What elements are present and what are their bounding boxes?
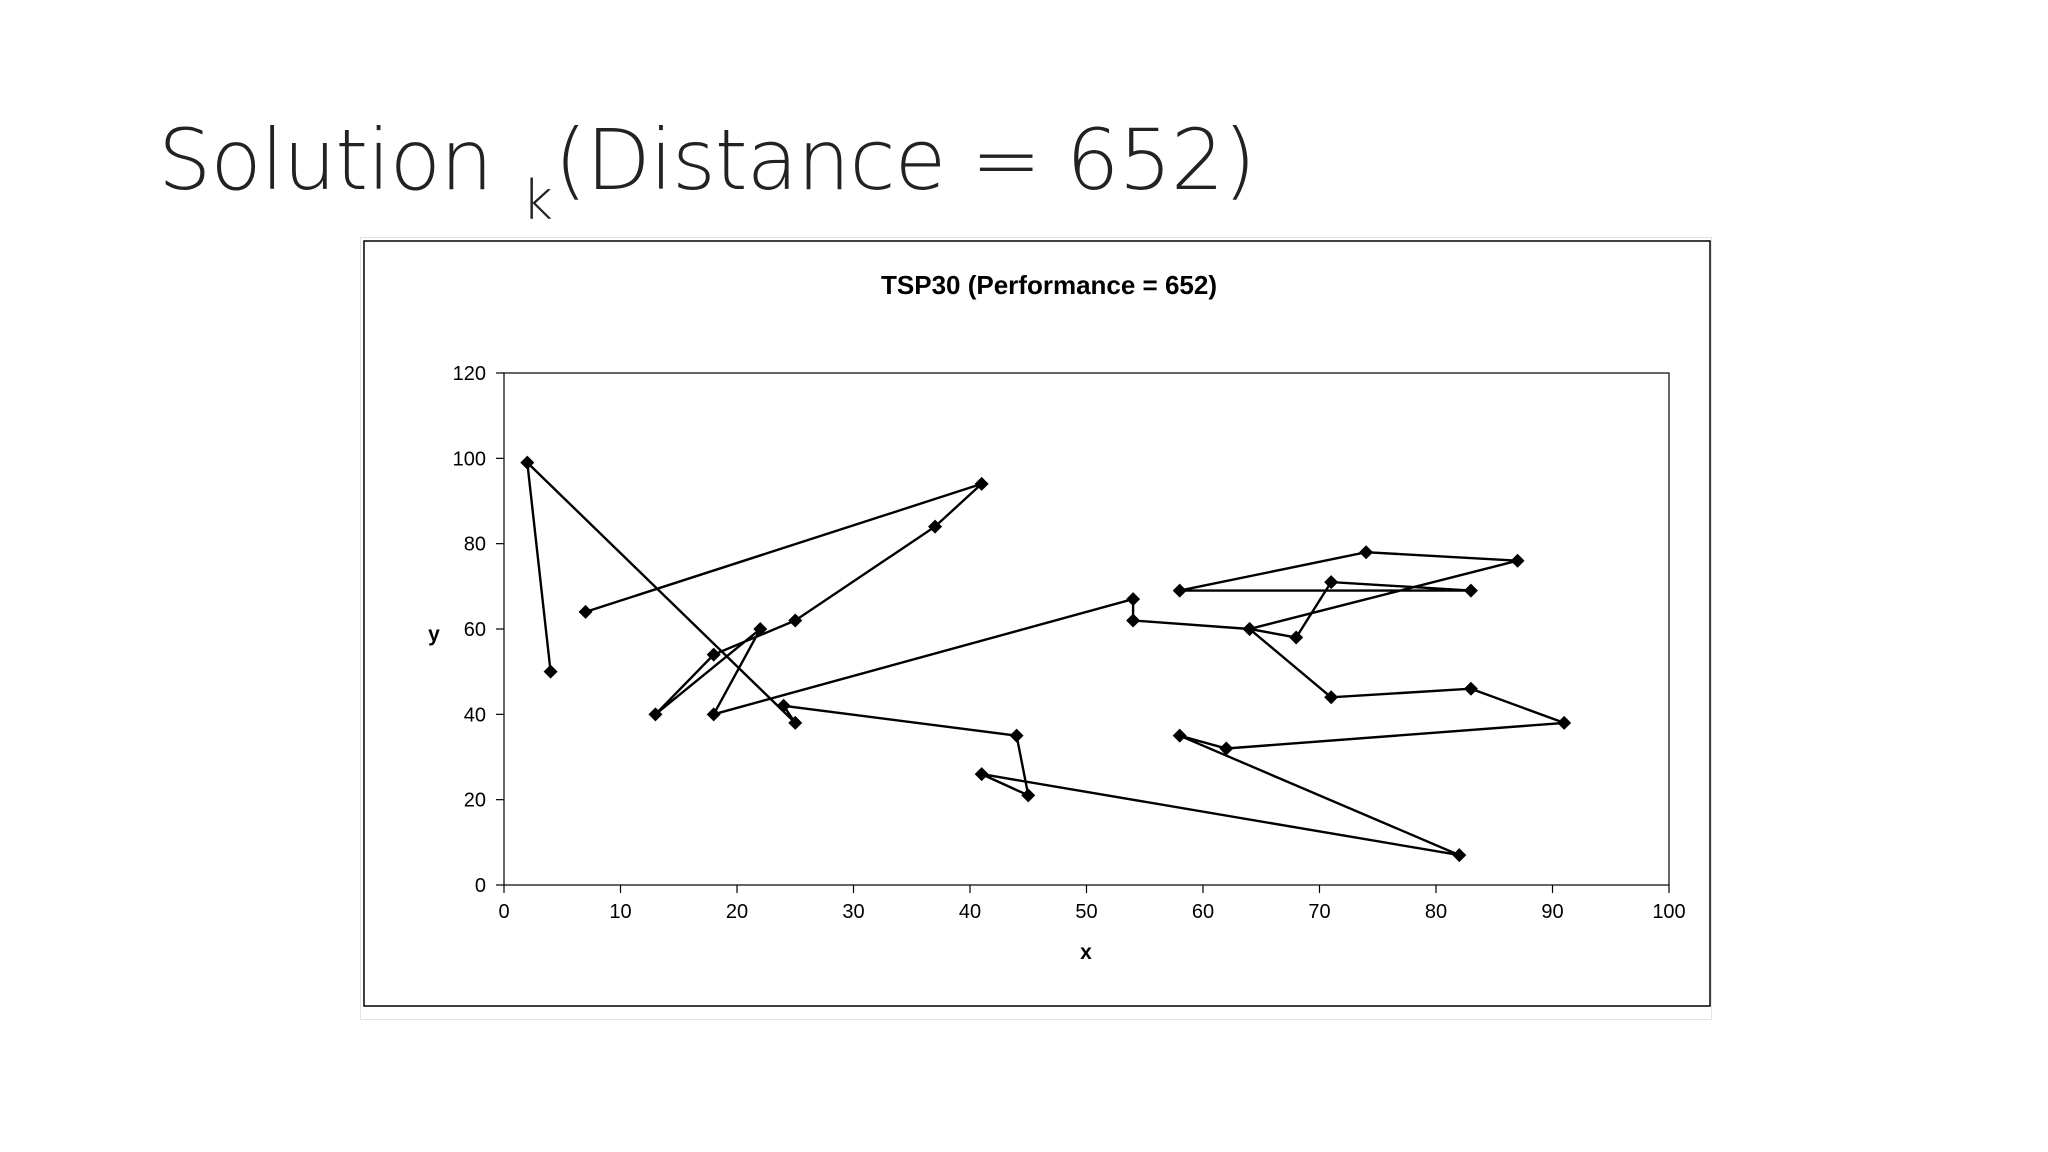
y-tick-label: 40 <box>464 704 486 726</box>
y-tick-label: 20 <box>464 790 486 812</box>
y-tick-label: 60 <box>464 619 486 641</box>
axis-ticks: 0 10 20 30 40 50 60 70 80 90 100 0 20 40 60 80 100 120 <box>453 363 1686 923</box>
city-marker <box>1126 613 1141 628</box>
city-marker <box>543 664 558 679</box>
city-marker <box>648 707 663 722</box>
x-tick-label: 90 <box>1541 901 1563 923</box>
city-marker <box>788 715 803 730</box>
city-marker <box>1557 715 1572 730</box>
x-tick-label: 40 <box>959 901 981 923</box>
city-marker <box>1324 575 1339 590</box>
city-marker <box>578 604 593 619</box>
city-marker <box>776 698 791 713</box>
city-marker <box>974 476 989 491</box>
city-marker <box>753 622 768 636</box>
city-marker <box>1021 788 1036 803</box>
y-tick-label: 100 <box>453 448 486 470</box>
tsp-chart: TSP30 (Performance = 652) 0 10 20 30 40 50 60 7… <box>363 240 1711 1007</box>
city-marker <box>1324 690 1339 705</box>
chart-outer-border <box>363 240 1711 1007</box>
city-marker <box>1172 583 1187 598</box>
x-tick-label: 70 <box>1308 901 1330 923</box>
city-marker <box>1009 728 1024 743</box>
chart-frame: TSP30 (Performance = 652) 0 10 20 30 40 50 60 7… <box>360 237 1712 1020</box>
x-tick-label: 30 <box>842 901 864 923</box>
slide-title: Solution k(Distance = 652) <box>158 118 1256 227</box>
y-tick-label: 80 <box>464 534 486 556</box>
slide-title-main: Solution <box>158 111 493 209</box>
city-marker <box>1219 741 1234 756</box>
x-axis-title: x <box>1080 941 1092 964</box>
x-tick-label: 100 <box>1652 901 1685 923</box>
x-tick-label: 60 <box>1192 901 1214 923</box>
series-layer <box>520 455 1572 863</box>
city-marker <box>1463 681 1478 696</box>
city-marker <box>1510 553 1525 568</box>
city-marker <box>1289 630 1304 645</box>
x-tick-label: 80 <box>1425 901 1447 923</box>
city-marker <box>706 707 721 722</box>
city-marker <box>974 767 989 782</box>
city-marker <box>706 647 721 662</box>
city-marker <box>1359 545 1374 560</box>
city-marker <box>1126 592 1141 607</box>
y-tick-label: 0 <box>475 875 486 897</box>
y-tick-label: 120 <box>453 363 486 385</box>
x-tick-label: 20 <box>726 901 748 923</box>
x-tick-label: 10 <box>609 901 631 923</box>
slide-title-subscript: k <box>521 168 553 232</box>
city-marker <box>928 519 943 534</box>
chart-title: TSP30 (Performance = 652) <box>881 270 1217 300</box>
city-marker <box>1242 622 1257 636</box>
x-tick-label: 50 <box>1075 901 1097 923</box>
x-tick-label: 0 <box>498 901 509 923</box>
city-marker <box>1452 848 1467 863</box>
city-marker <box>1463 583 1478 598</box>
slide-title-rest: (Distance = 652) <box>554 111 1256 209</box>
city-marker <box>788 613 803 628</box>
city-marker <box>520 455 535 470</box>
y-axis-title: y <box>428 623 440 646</box>
city-marker <box>1172 728 1187 743</box>
